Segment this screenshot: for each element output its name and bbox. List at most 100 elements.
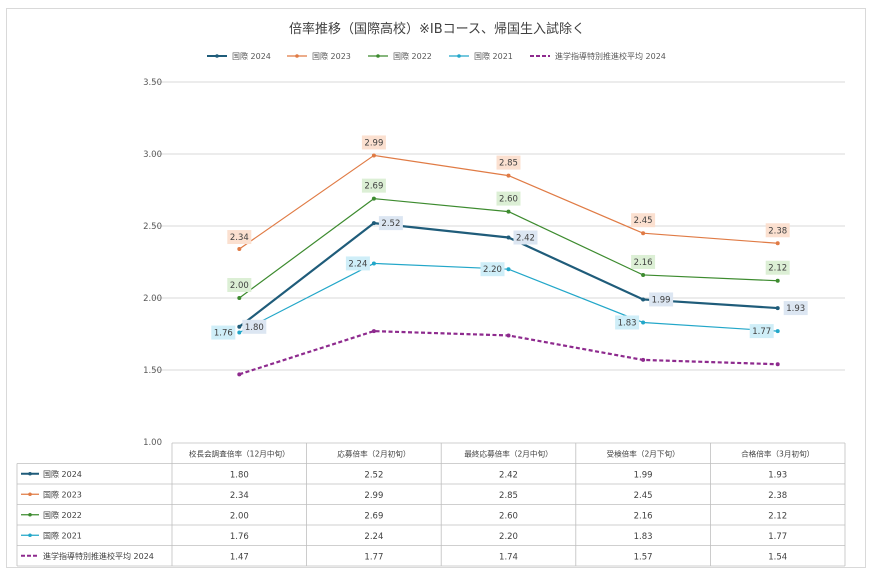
data-labels: 1.80 2.52 2.42 1.99 1.93 2.34 2.99 2.85 2.45 2.38… bbox=[211, 135, 808, 340]
data-point bbox=[237, 296, 242, 300]
data-point bbox=[506, 209, 511, 214]
data-point bbox=[775, 362, 780, 367]
y-tick-label: 1.00 bbox=[143, 438, 162, 448]
data-label-bg bbox=[513, 230, 538, 245]
data-table: 校長会調査倍率（12月中旬） 応募倍率（2月初旬） 最終応募倍率（2月中旬） 受検倍率… bbox=[16, 442, 846, 567]
data-label: 2.60 bbox=[499, 195, 518, 205]
data-label: 1.76 bbox=[214, 329, 233, 339]
table-cell: 2.52 bbox=[364, 470, 383, 480]
data-label: 2.45 bbox=[634, 216, 653, 226]
data-point bbox=[775, 306, 780, 311]
data-point bbox=[506, 173, 511, 178]
y-tick-label: 3.00 bbox=[143, 150, 162, 160]
table-cell: 2.99 bbox=[364, 491, 383, 501]
table-cell: 1.54 bbox=[768, 552, 787, 562]
data-label: 2.24 bbox=[348, 259, 367, 269]
data-label: 1.99 bbox=[652, 295, 671, 305]
table-legend-marker bbox=[28, 471, 32, 476]
data-label-bg bbox=[211, 325, 236, 340]
data-point bbox=[641, 272, 646, 277]
category-label: 応募倍率（2月初旬） bbox=[337, 449, 410, 459]
data-point bbox=[506, 267, 511, 272]
y-tick-label: 2.00 bbox=[143, 294, 162, 304]
table-cell: 2.69 bbox=[364, 511, 383, 521]
grid: 1.00 1.50 2.00 2.50 3.00 3.50 bbox=[143, 78, 845, 448]
category-label: 最終応募倍率（2月中旬） bbox=[464, 449, 552, 459]
data-label-bg bbox=[496, 155, 521, 170]
data-point bbox=[641, 320, 646, 325]
data-label-bg bbox=[242, 319, 267, 334]
data-label: 2.12 bbox=[768, 264, 787, 274]
legend-marker bbox=[376, 54, 380, 58]
data-label: 1.93 bbox=[786, 304, 805, 314]
data-point bbox=[371, 221, 376, 226]
data-label-bg bbox=[631, 254, 656, 269]
series-line bbox=[238, 330, 778, 376]
data-point bbox=[775, 278, 780, 283]
line-chart: 倍率推移（国際高校）※IBコース、帰国生入試除く 国際 2024 国際 2023 国… bbox=[16, 21, 846, 567]
y-tick-label: 3.50 bbox=[143, 78, 162, 88]
category-label: 校長会調査倍率（12月中旬） bbox=[189, 449, 290, 459]
chart-title: 倍率推移（国際高校）※IBコース、帰国生入試除く bbox=[289, 21, 585, 37]
legend-marker bbox=[215, 54, 219, 58]
table-cell: 2.60 bbox=[499, 511, 518, 521]
legend-entry: 国際 2024 bbox=[232, 51, 271, 61]
data-label: 2.16 bbox=[634, 258, 653, 268]
data-label: 2.42 bbox=[516, 234, 535, 244]
table-cell: 1.93 bbox=[768, 470, 787, 480]
data-label: 2.38 bbox=[768, 226, 787, 236]
y-tick-label: 2.50 bbox=[143, 222, 162, 232]
data-label-bg bbox=[765, 223, 790, 238]
table-cell: 1.74 bbox=[499, 552, 518, 562]
data-label: 2.20 bbox=[483, 265, 502, 275]
legend-entry: 国際 2021 bbox=[474, 51, 513, 61]
data-label-bg bbox=[749, 324, 774, 339]
table-legend-marker bbox=[28, 492, 32, 497]
table-cell: 2.45 bbox=[634, 491, 653, 501]
data-label-bg bbox=[361, 178, 386, 193]
data-label: 1.80 bbox=[245, 323, 264, 333]
data-point bbox=[506, 333, 511, 338]
data-point bbox=[506, 235, 511, 240]
table-legend-marker bbox=[28, 512, 32, 517]
legend: 国際 2024 国際 2023 国際 2022 国際 2021 進学指導特別推進校平均 … bbox=[207, 51, 666, 61]
data-label-bg bbox=[378, 216, 403, 231]
table-series-name: 国際 2022 bbox=[43, 510, 82, 520]
legend-marker bbox=[295, 54, 299, 58]
data-label-bg bbox=[227, 278, 252, 292]
data-point bbox=[237, 330, 242, 335]
data-label: 1.77 bbox=[752, 327, 771, 337]
table-cell: 1.77 bbox=[768, 532, 787, 542]
data-label-bg bbox=[783, 301, 808, 316]
y-tick-label: 1.50 bbox=[143, 366, 162, 376]
table-cell: 1.80 bbox=[230, 470, 249, 480]
table-legend-marker bbox=[28, 533, 32, 538]
data-label-bg bbox=[765, 260, 790, 275]
category-label: 受検倍率（2月下旬） bbox=[607, 449, 680, 459]
table-cell: 1.47 bbox=[230, 552, 249, 562]
table-cell: 1.77 bbox=[364, 552, 383, 562]
legend-entry: 国際 2022 bbox=[393, 51, 432, 61]
data-label: 2.69 bbox=[364, 182, 383, 192]
data-point bbox=[237, 372, 242, 377]
data-label-bg bbox=[361, 135, 386, 150]
table-cell: 1.57 bbox=[634, 552, 653, 562]
table-cell: 2.16 bbox=[634, 511, 653, 521]
data-point bbox=[641, 297, 646, 302]
data-label: 2.99 bbox=[364, 138, 383, 148]
table-cell: 1.76 bbox=[230, 532, 249, 542]
data-point bbox=[237, 247, 242, 252]
table-cell: 2.00 bbox=[230, 511, 249, 521]
data-point bbox=[371, 153, 376, 158]
data-label: 2.34 bbox=[230, 233, 249, 243]
table-cell: 2.38 bbox=[768, 491, 787, 501]
chart-frame: 倍率推移（国際高校）※IBコース、帰国生入試除く 国際 2024 国際 2023 国… bbox=[6, 8, 866, 568]
data-point bbox=[775, 241, 780, 246]
table-cell: 2.20 bbox=[499, 532, 518, 542]
table-series-name: 国際 2021 bbox=[43, 530, 82, 540]
data-point bbox=[641, 231, 646, 236]
legend-marker bbox=[457, 54, 461, 58]
data-label: 2.52 bbox=[381, 219, 400, 229]
data-label-bg bbox=[345, 256, 370, 271]
data-label-bg bbox=[631, 213, 656, 228]
